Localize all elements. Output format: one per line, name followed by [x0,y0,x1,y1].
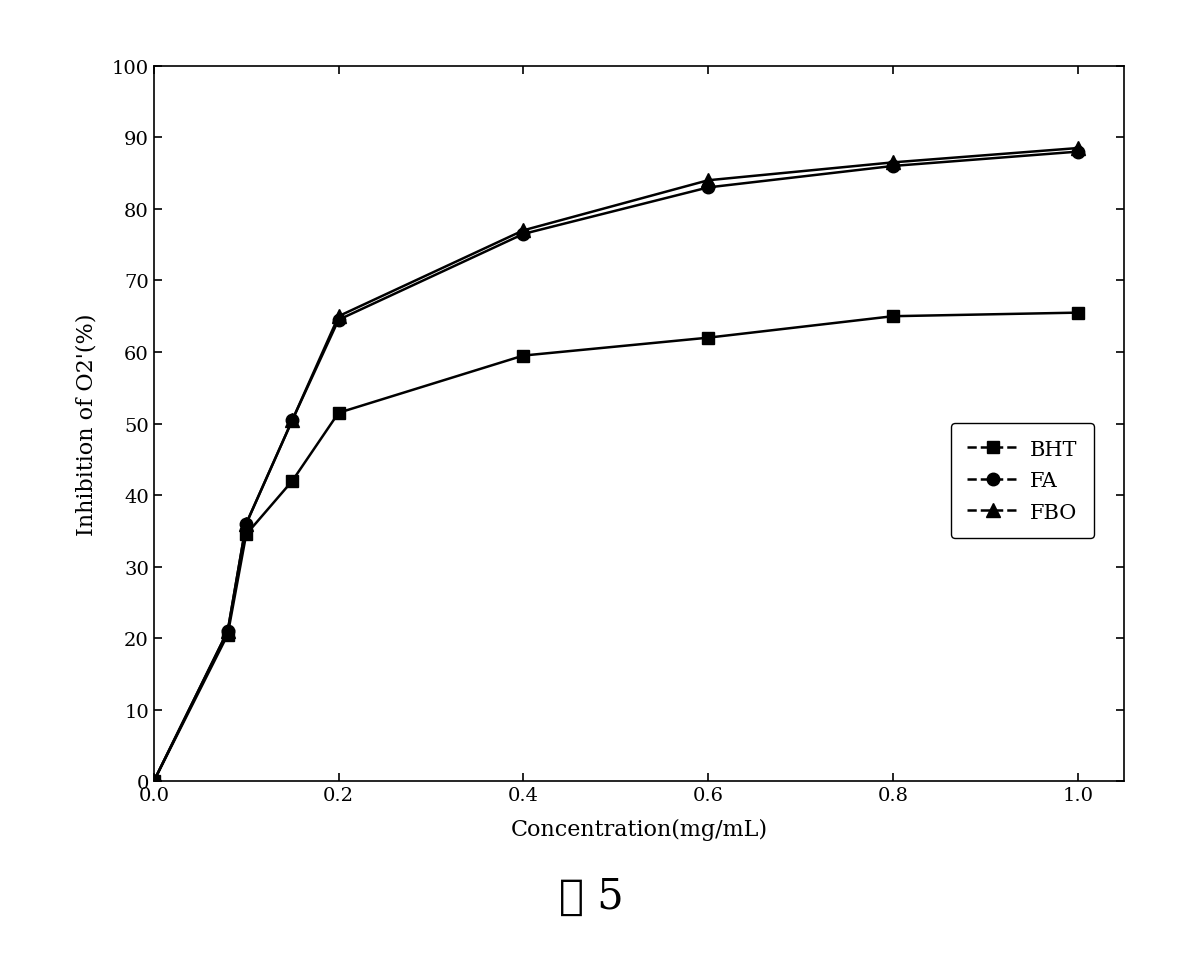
Y-axis label: Inhibition of O2'(%): Inhibition of O2'(%) [76,313,98,536]
BHT [702,333,716,344]
FBO [702,175,716,187]
FBO [516,226,530,237]
FBO [285,415,299,426]
X-axis label: Concentration(mg/mL): Concentration(mg/mL) [510,819,768,841]
Line: FA: FA [148,146,1084,788]
BHT [239,529,253,540]
FBO [220,626,234,638]
BHT [220,629,234,640]
FA [702,183,716,194]
BHT [331,408,345,419]
Line: FBO: FBO [147,142,1085,788]
Text: 图 5: 图 5 [560,875,623,917]
Legend: BHT, FA, FBO: BHT, FA, FBO [951,424,1094,538]
BHT [147,776,161,787]
FA [886,161,900,172]
BHT [886,312,900,323]
FA [1071,147,1085,158]
BHT [285,476,299,487]
FBO [147,776,161,787]
BHT [516,351,530,362]
FBO [1071,143,1085,154]
FBO [331,312,345,323]
FBO [239,518,253,530]
FA [331,314,345,326]
FBO [886,157,900,169]
FA [220,626,234,638]
FA [516,229,530,240]
FA [147,776,161,787]
FA [239,518,253,530]
BHT [1071,308,1085,319]
Line: BHT: BHT [148,307,1084,788]
FA [285,415,299,426]
